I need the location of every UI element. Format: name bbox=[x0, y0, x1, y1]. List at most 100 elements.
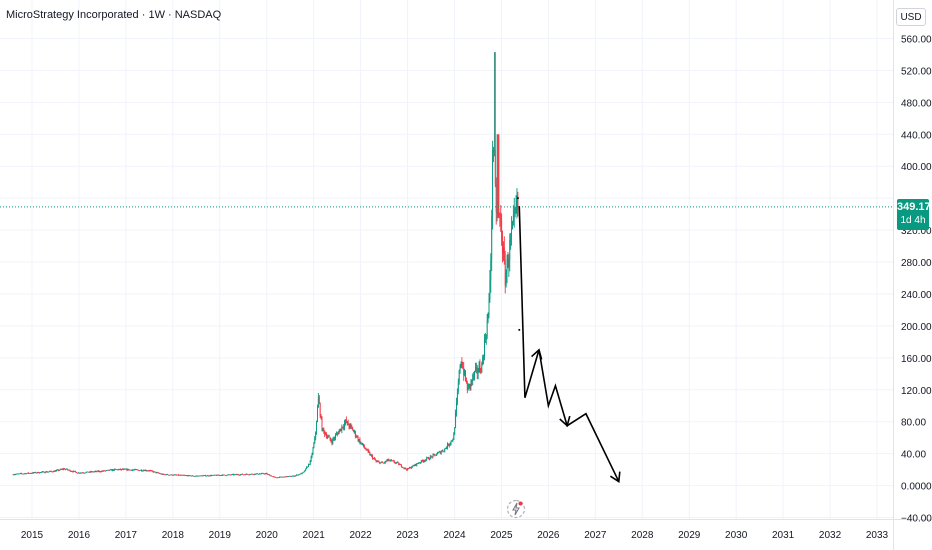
candle-body bbox=[66, 468, 67, 470]
time-tick-label: 2030 bbox=[725, 530, 748, 541]
price-axis[interactable]: 560.00 520.00 480.00 440.00 400.00 320.00 280.… bbox=[901, 35, 932, 525]
candle-body bbox=[112, 469, 113, 471]
candle-body bbox=[160, 473, 162, 475]
tradingview-logo-icon[interactable] bbox=[506, 499, 526, 519]
candle-body bbox=[306, 467, 308, 469]
candle-body bbox=[428, 458, 430, 460]
candle-body bbox=[163, 473, 165, 475]
candle-body bbox=[410, 467, 412, 469]
candle-body bbox=[418, 463, 420, 465]
candle-body bbox=[136, 469, 138, 471]
candle-body bbox=[411, 465, 413, 468]
candle-body bbox=[433, 454, 435, 456]
candle-body bbox=[73, 471, 75, 472]
candle-body bbox=[311, 453, 313, 457]
candle-body bbox=[291, 476, 293, 477]
candle-body bbox=[468, 383, 470, 386]
candle-body bbox=[323, 428, 325, 432]
candle-body bbox=[283, 476, 285, 478]
candle-body bbox=[460, 361, 462, 367]
candle-body bbox=[475, 366, 477, 368]
candle-body bbox=[282, 476, 284, 478]
candle-body bbox=[423, 460, 425, 462]
candle-body bbox=[473, 375, 475, 377]
candle-body bbox=[124, 468, 126, 470]
candle-body bbox=[329, 436, 331, 440]
time-axis[interactable]: 2015 2016 2017 2018 2019 2020 2021 2022 2023 2024… bbox=[21, 530, 889, 541]
candle-body bbox=[400, 464, 401, 466]
candle-body bbox=[48, 471, 50, 473]
candle-body bbox=[217, 474, 219, 476]
candle-body bbox=[205, 475, 207, 477]
candle-body bbox=[307, 464, 309, 467]
candle-body bbox=[229, 474, 231, 476]
candle-body bbox=[289, 476, 291, 477]
candle-body bbox=[427, 457, 429, 459]
candle-body bbox=[360, 442, 362, 444]
candle-body bbox=[134, 469, 136, 471]
currency-button[interactable]: USD bbox=[896, 8, 926, 26]
price-tick-label: 160.00 bbox=[901, 354, 932, 365]
time-tick-label: 2026 bbox=[537, 530, 560, 541]
candle-body bbox=[281, 476, 283, 478]
candle-body bbox=[445, 448, 447, 449]
candle-body bbox=[261, 473, 262, 475]
candle-body bbox=[478, 365, 480, 372]
candle-body bbox=[383, 462, 385, 464]
candle-body bbox=[224, 475, 226, 476]
candle-body bbox=[164, 474, 166, 476]
candle-body bbox=[266, 473, 268, 475]
projection-drawing[interactable] bbox=[516, 197, 621, 483]
candle-body bbox=[447, 443, 448, 448]
candle-body bbox=[456, 391, 458, 402]
candle-body bbox=[60, 469, 62, 470]
candle-body bbox=[492, 150, 494, 217]
candle-body bbox=[91, 471, 93, 473]
annotation-dot bbox=[516, 197, 519, 200]
candle-body bbox=[188, 475, 190, 476]
candle-body bbox=[153, 471, 155, 473]
candle-body bbox=[469, 383, 471, 387]
candle-body bbox=[237, 474, 239, 476]
candle-body bbox=[395, 462, 397, 464]
candle-body bbox=[250, 474, 252, 475]
candle-body bbox=[298, 474, 300, 476]
price-tick-label: 560.00 bbox=[901, 35, 932, 46]
candle-body bbox=[33, 472, 35, 474]
candle-body bbox=[29, 473, 30, 474]
candle-body bbox=[214, 474, 215, 476]
price-tick-label: 280.00 bbox=[901, 258, 932, 269]
candle-body bbox=[461, 361, 463, 368]
candle-body bbox=[139, 470, 141, 472]
candle-body bbox=[172, 475, 174, 477]
time-tick-label: 2016 bbox=[68, 530, 91, 541]
candle-body bbox=[301, 472, 303, 474]
candle-body bbox=[53, 470, 55, 472]
candle-body bbox=[231, 474, 233, 476]
candle-body bbox=[216, 474, 218, 476]
candle-body bbox=[348, 425, 350, 428]
candle-body bbox=[120, 468, 122, 470]
candle-body bbox=[413, 465, 415, 467]
candle-body bbox=[138, 469, 140, 471]
candle-body bbox=[206, 475, 208, 477]
candle-body bbox=[174, 474, 176, 476]
candle-body bbox=[158, 472, 160, 474]
candle-body bbox=[510, 237, 512, 241]
candle-body bbox=[307, 466, 308, 468]
candle-body bbox=[335, 433, 337, 436]
candle-body bbox=[96, 470, 98, 472]
candle-body bbox=[198, 475, 200, 477]
candle-body bbox=[382, 462, 383, 463]
candle-body bbox=[321, 417, 323, 431]
candle-body bbox=[76, 472, 78, 474]
candle-body bbox=[107, 469, 109, 471]
candle-body bbox=[274, 476, 276, 478]
candle-body bbox=[319, 403, 321, 417]
candle-body bbox=[373, 458, 375, 460]
candle-body bbox=[489, 280, 491, 299]
candle-body bbox=[505, 272, 507, 286]
candle-body bbox=[64, 468, 66, 470]
